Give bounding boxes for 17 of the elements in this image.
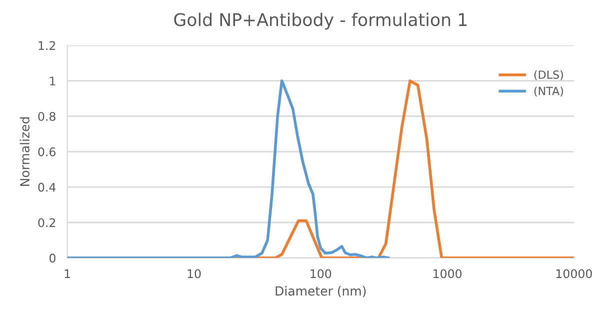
x-tick-label: 10: [188, 269, 201, 278]
legend-label: (DLS): [534, 70, 563, 80]
y-tick-label: 0.2: [38, 218, 56, 228]
x-tick-label: 1000: [434, 269, 462, 278]
y-tick-label: 0.4: [38, 182, 56, 192]
y-tick-label: 0.6: [38, 147, 56, 156]
x-tick-label: 100: [310, 269, 332, 278]
y-tick-label: 0: [50, 254, 56, 263]
y-tick-label: 1.2: [38, 41, 56, 50]
y-tick-label: 0.8: [38, 112, 56, 121]
x-tick-label: 10000: [556, 269, 592, 278]
x-axis-title: Diameter (nm): [276, 286, 366, 298]
x-tick-label: 1: [64, 269, 70, 278]
legend-label: (NTA): [534, 86, 563, 96]
y-tick-label: 1: [50, 76, 56, 86]
y-axis-title: Normalized: [20, 117, 30, 186]
chart-title: Gold NP+Antibody - formulation 1: [174, 12, 467, 30]
